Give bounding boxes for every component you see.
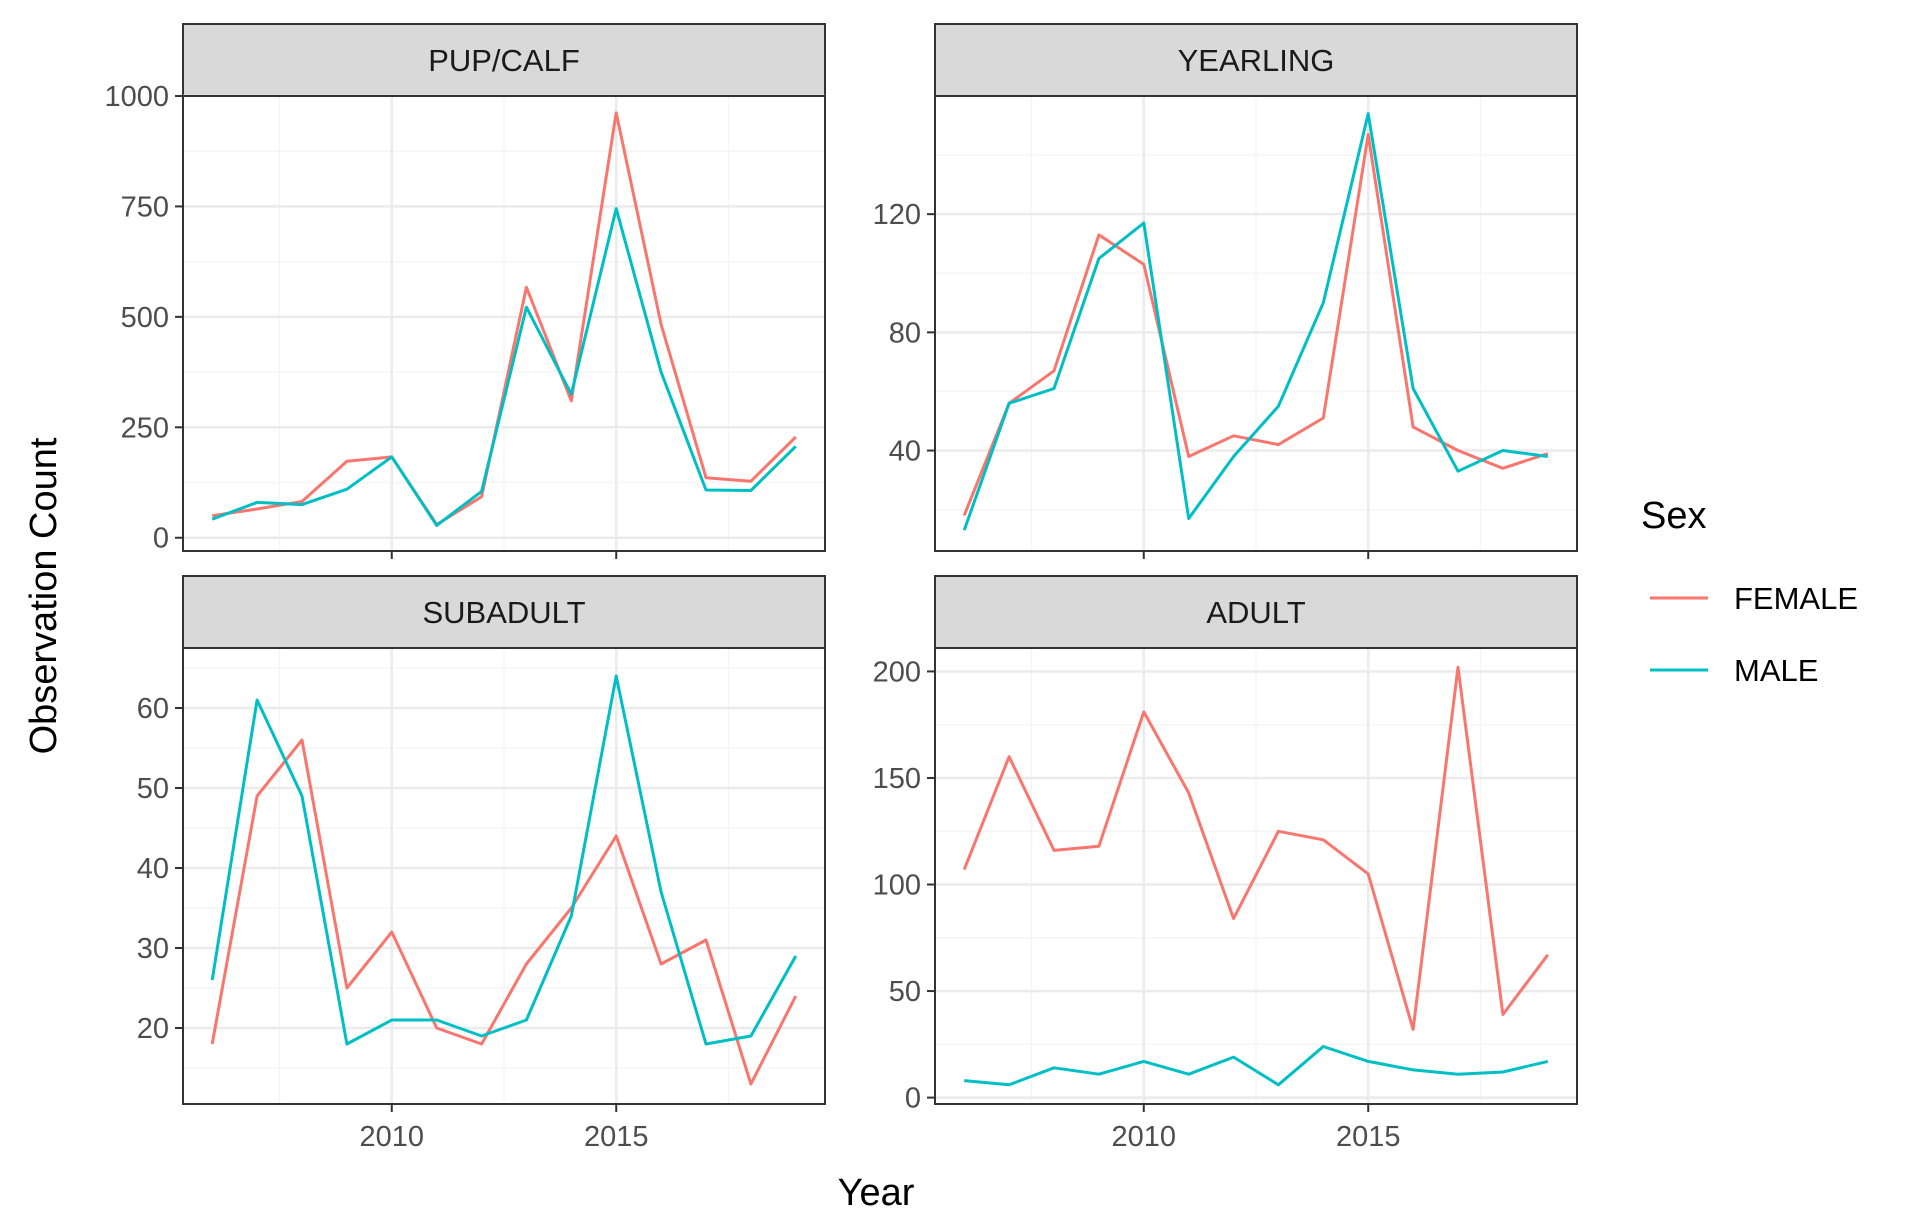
x-tick-label: 2010	[360, 1121, 425, 1153]
panel-border	[934, 95, 1578, 552]
strip-header	[182, 23, 826, 97]
y-tick-label: 30	[137, 933, 169, 965]
strip-label: YEARLING	[1178, 43, 1335, 78]
facet-panels: PUP/CALF02505007501000YEARLING4080120SUB…	[104, 23, 1578, 1153]
legend-label-female: FEMALE	[1734, 581, 1858, 616]
panel-border	[182, 95, 826, 552]
panel-adult: ADULT 0 50 100 150 200 2010 2015	[873, 575, 1578, 1153]
y-tick-label: 60	[137, 693, 169, 725]
x-axis-title: Year	[838, 1172, 915, 1214]
series-line-female	[210, 738, 798, 1086]
y-tick-label: 50	[889, 976, 921, 1008]
strip-header	[182, 575, 826, 649]
series-line-male	[964, 1045, 1549, 1087]
legend: Sex FEMALE MALE	[1641, 495, 1858, 688]
y-tick-label: 500	[121, 302, 169, 334]
series-line-female	[962, 132, 1549, 517]
y-tick-label: 750	[121, 191, 169, 223]
y-tick-label: 40	[137, 853, 169, 885]
strip-header	[934, 575, 1578, 649]
panel-border	[182, 647, 826, 1105]
y-tick-label: 0	[905, 1083, 921, 1115]
strip-label: SUBADULT	[422, 595, 585, 630]
y-tick-label: 100	[873, 870, 921, 902]
y-tick-label: 200	[873, 656, 921, 688]
panel-border	[934, 647, 1578, 1105]
y-tick-label: 250	[121, 412, 169, 444]
panel-yearling: YEARLING 40 80 120	[873, 23, 1578, 559]
series-line-male	[962, 112, 1548, 531]
y-tick-label: 50	[137, 773, 169, 805]
strip-label: PUP/CALF	[428, 43, 580, 78]
y-axis-title: Observation Count	[23, 437, 65, 754]
x-tick-label: 2015	[584, 1121, 649, 1153]
y-tick-label: 150	[873, 763, 921, 795]
panel-subadult: SUBADULT 20 30 40 50 60 2010 2015	[137, 575, 826, 1153]
panel-pup-calf: PUP/CALF 0 250 500 750 1000	[104, 23, 826, 559]
y-tick-label: 20	[137, 1013, 169, 1045]
x-tick-label: 2010	[1112, 1121, 1177, 1153]
y-tick-label: 1000	[104, 81, 169, 113]
series-line-male	[211, 207, 797, 527]
series-line-female	[962, 665, 1549, 1031]
y-tick-label: 0	[153, 523, 169, 555]
y-tick-label: 40	[889, 436, 921, 468]
legend-label-male: MALE	[1734, 653, 1818, 688]
y-tick-label: 120	[873, 199, 921, 231]
series-line-male	[210, 674, 798, 1046]
y-tick-label: 80	[889, 317, 921, 349]
series-line-female	[211, 111, 797, 526]
strip-header	[934, 23, 1578, 97]
strip-label: ADULT	[1206, 595, 1305, 630]
legend-title: Sex	[1641, 495, 1706, 537]
x-tick-label: 2015	[1336, 1121, 1401, 1153]
